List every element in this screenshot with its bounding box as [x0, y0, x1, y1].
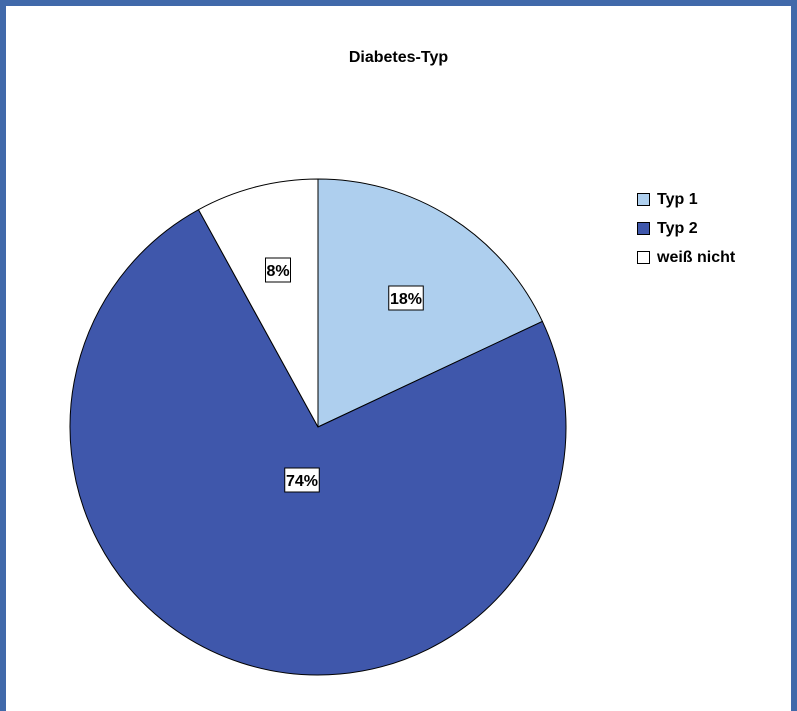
data-label-box — [388, 285, 424, 311]
legend-label-weiss-nicht: weiß nicht — [657, 248, 736, 266]
data-label-text: 18% — [390, 291, 422, 308]
legend-label-typ-2: Typ 2 — [657, 219, 698, 237]
data-label-box — [284, 467, 320, 493]
data-label-box — [265, 257, 291, 283]
data-label-text: 74% — [286, 473, 318, 490]
legend-swatch-typ-1 — [637, 193, 650, 206]
pie-slice-weiss-nicht — [197, 178, 319, 428]
data-label-weiss-nicht: 8% — [265, 257, 291, 283]
chart-title: Diabetes-Typ — [348, 49, 449, 66]
legend: Typ 1 Typ 2 weiß nicht — [637, 187, 735, 274]
legend-item-typ-2: Typ 2 — [637, 216, 735, 241]
pie-slices — [69, 178, 567, 676]
legend-item-weiss-nicht: weiß nicht — [637, 245, 735, 270]
pie-slice-typ-2 — [69, 208, 567, 676]
data-label-text: 8% — [266, 263, 289, 280]
pie-slice-labels: 18% 74% 8% — [265, 257, 424, 493]
legend-swatch-weiss-nicht — [637, 251, 650, 264]
data-label-typ-1: 18% — [388, 285, 424, 311]
pie-slice-typ-1 — [317, 178, 544, 428]
legend-swatch-typ-2 — [637, 222, 650, 235]
legend-item-typ-1: Typ 1 — [637, 187, 735, 212]
data-label-typ-2: 74% — [284, 467, 320, 493]
legend-label-typ-1: Typ 1 — [657, 190, 698, 208]
